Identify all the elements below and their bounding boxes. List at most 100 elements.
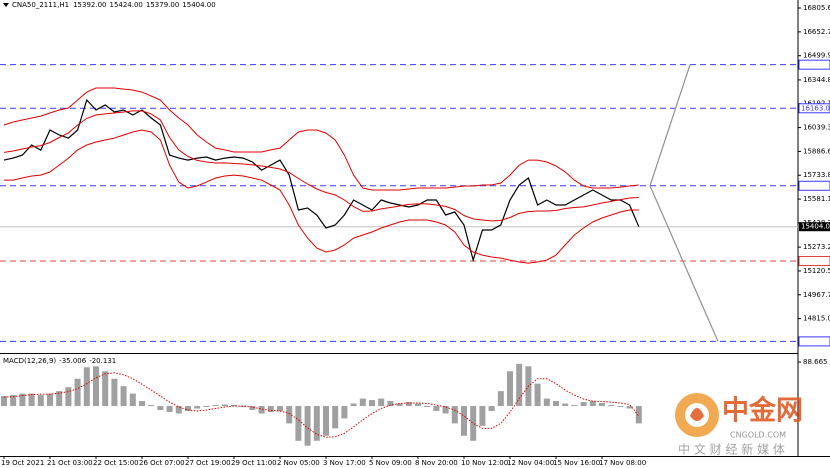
y-tick-label: 15581.10 xyxy=(803,195,830,203)
y-tick-label: 14967.75 xyxy=(803,291,830,299)
y-tick-label: 88.665 xyxy=(803,358,828,366)
macd-header: MACD(12,26,9) -35.006 -20.131 xyxy=(3,357,116,365)
macd-bar xyxy=(277,406,283,411)
macd-bar xyxy=(47,393,53,407)
x-tick-label: 21 Oct 03:00 xyxy=(47,459,93,467)
macd-bar xyxy=(599,403,605,407)
level-label-box xyxy=(798,336,830,347)
macd-bar xyxy=(497,391,504,407)
macd-bar xyxy=(65,387,72,407)
macd-bar xyxy=(580,402,587,407)
macd-bar xyxy=(387,401,394,407)
macd-bar xyxy=(543,398,550,407)
macd-bar xyxy=(1,396,7,407)
open: 15392.00 xyxy=(73,1,106,9)
macd-bar xyxy=(608,405,615,407)
menu-arrow xyxy=(3,3,9,7)
level-label: 16163.00 xyxy=(801,104,830,112)
macd-bar xyxy=(102,371,109,407)
symbol: CNA50_2111,H1 xyxy=(12,1,69,9)
watermark-slogan: 中 文 财 经 新 媒 体 xyxy=(678,442,785,457)
close: 15404.00 xyxy=(182,1,215,9)
y-tick-label: 16652.70 xyxy=(803,28,830,36)
last-price-box xyxy=(799,222,830,232)
price-line xyxy=(3,98,640,263)
x-tick-label: 27 Oct 19:00 xyxy=(185,459,231,467)
macd-bar xyxy=(267,406,274,412)
y-tick-label: 16805.65 xyxy=(803,4,830,12)
macd-bar xyxy=(175,406,182,414)
signal-line xyxy=(3,372,640,438)
macd-bar xyxy=(341,406,348,419)
macd-bar xyxy=(534,383,541,407)
macd-bar xyxy=(19,393,26,407)
macd-bar xyxy=(10,395,17,407)
macd-bar xyxy=(203,406,210,408)
macd-bar xyxy=(249,406,256,410)
level-label-box xyxy=(798,103,830,114)
macd-title: MACD(12,26,9) xyxy=(3,357,56,365)
band-line xyxy=(3,110,639,222)
x-tick-label: 10 Nov 12:00 xyxy=(461,459,508,467)
low: 15379.00 xyxy=(146,1,179,9)
macd-bar xyxy=(304,406,311,446)
y-tick-label: 15273.25 xyxy=(803,243,830,251)
macd-bar xyxy=(212,405,219,407)
x-tick-label: 22 Oct 15:00 xyxy=(93,459,139,467)
macd-bar xyxy=(157,406,164,410)
macd-bar xyxy=(332,406,339,429)
macd-bar xyxy=(553,401,559,407)
y-tick-label: 15733.85 xyxy=(803,171,830,179)
watermark: 中金网 CNGOLD.COM 中 文 财 经 新 媒 体 xyxy=(675,393,803,457)
watermark-logo: 中金网 xyxy=(722,395,803,427)
x-tick-label: 17 Nov 08:00 xyxy=(599,459,646,467)
macd-bar xyxy=(139,401,145,407)
macd-bar xyxy=(415,403,421,407)
level-label-box xyxy=(798,180,830,191)
y-tick-label: 15886.60 xyxy=(803,147,830,155)
x-tick-label: 2 Nov 05:00 xyxy=(277,459,320,467)
macd-bar xyxy=(507,371,513,407)
y-tick-label: 16344.85 xyxy=(803,76,830,84)
x-tick-label: 3 Nov 17:00 xyxy=(323,459,366,467)
macd-bar xyxy=(461,406,467,436)
x-tick-label: 19 Oct 2021 xyxy=(1,459,44,467)
macd-bar xyxy=(258,406,265,414)
macd-bar xyxy=(488,406,495,411)
macd-bar xyxy=(194,406,201,409)
macd-bar xyxy=(240,406,247,408)
level-label-box xyxy=(798,255,830,266)
macd-bar xyxy=(571,405,578,407)
macd-bar xyxy=(451,406,458,424)
macd-bar xyxy=(93,366,99,407)
macd-bar xyxy=(617,406,624,408)
macd-bar xyxy=(295,406,302,441)
macd-bar xyxy=(148,405,155,407)
macd-bar xyxy=(129,393,136,407)
macd-bar xyxy=(442,406,449,414)
x-tick-label: 15 Nov 16:00 xyxy=(553,459,600,467)
level-label-box xyxy=(798,59,830,70)
x-tick-label: 29 Oct 11:00 xyxy=(231,459,277,467)
x-tick-label: 12 Nov 04:00 xyxy=(507,459,554,467)
macd-bar xyxy=(396,403,403,407)
macd-bar xyxy=(231,405,237,407)
macd-bar xyxy=(313,406,320,441)
macd-bar xyxy=(74,378,81,407)
x-tick-label: 8 Nov 20:00 xyxy=(415,459,458,467)
macd-bar xyxy=(221,404,228,407)
band-line xyxy=(4,129,639,264)
macd-bar xyxy=(562,403,569,407)
macd-bar xyxy=(369,400,375,407)
band-line xyxy=(3,87,639,191)
macd-bar xyxy=(635,406,642,424)
macd-bar xyxy=(433,406,440,411)
macd-value: -35.006 xyxy=(59,357,87,365)
projection-line xyxy=(649,185,719,342)
macd-bar xyxy=(28,393,35,407)
macd-bar xyxy=(378,398,385,407)
macd-bar xyxy=(479,406,486,426)
macd-bar xyxy=(185,406,191,411)
macd-bar xyxy=(120,386,127,407)
